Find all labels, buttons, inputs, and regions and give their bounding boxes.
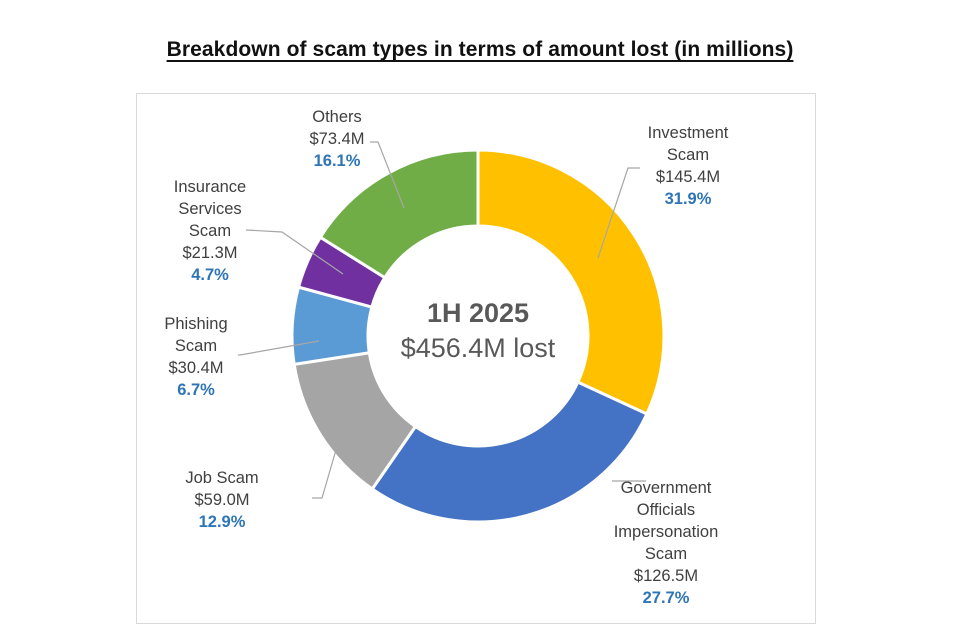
slice-label-3: Phishing Scam $30.4M 6.7% [164,315,227,399]
slice-name-line: Services [178,200,241,218]
chart-title: Breakdown of scam types in terms of amou… [166,38,794,61]
slice-name-line: Government [621,479,712,497]
donut-slice-0 [476,148,666,416]
slice-name-line: Job Scam [185,469,258,487]
slice-percent: 12.9% [199,513,246,531]
slice-labels: Investment Scam $145.4M 31.9% Government Offi… [164,108,728,607]
leader-line-0 [597,167,640,259]
slice-name-line: Others [312,108,362,126]
slice-percent: 6.7% [177,381,215,399]
center-period-label: 1H 2025 [427,298,529,328]
leader-line-2 [312,411,348,499]
center-total-label: $456.4M lost [401,333,556,363]
slice-name-line: Impersonation [614,523,719,541]
leader-line-4 [245,229,344,275]
slice-amount: $30.4M [168,359,223,377]
slice-name-line: Investment [648,124,729,142]
chart-frame [136,93,816,624]
slice-amount: $21.3M [182,244,237,262]
slice-label-4: Insurance Services Scam $21.3M 4.7% [174,178,246,284]
slice-label-5: Others $73.4M 16.1% [309,108,364,170]
leader-line-3 [238,340,320,356]
leader-lines [238,141,646,499]
slice-name-line: Scam [175,337,217,355]
slice-percent: 4.7% [191,266,229,284]
slice-amount: $126.5M [634,567,698,585]
donut-slice-5 [318,148,480,280]
slice-label-2: Job Scam $59.0M 12.9% [185,469,258,531]
slice-name-line: Scam [189,222,231,240]
slice-percent: 31.9% [665,190,712,208]
slice-percent: 27.7% [643,589,690,607]
donut-slice-1 [370,380,649,524]
slice-name-line: Officials [637,501,695,519]
slice-label-1: Government Officials Impersonation Scam $126… [614,479,719,607]
slice-label-0: Investment Scam $145.4M 31.9% [648,124,729,208]
slice-amount: $145.4M [656,168,720,186]
slice-name-line: Insurance [174,178,246,196]
slice-name-line: Scam [667,146,709,164]
slice-name-line: Scam [645,545,687,563]
leader-line-5 [370,141,405,209]
donut-slices [290,148,666,524]
slice-amount: $59.0M [194,491,249,509]
slice-percent: 16.1% [314,152,361,170]
slice-amount: $73.4M [309,130,364,148]
slice-name-line: Phishing [164,315,227,333]
